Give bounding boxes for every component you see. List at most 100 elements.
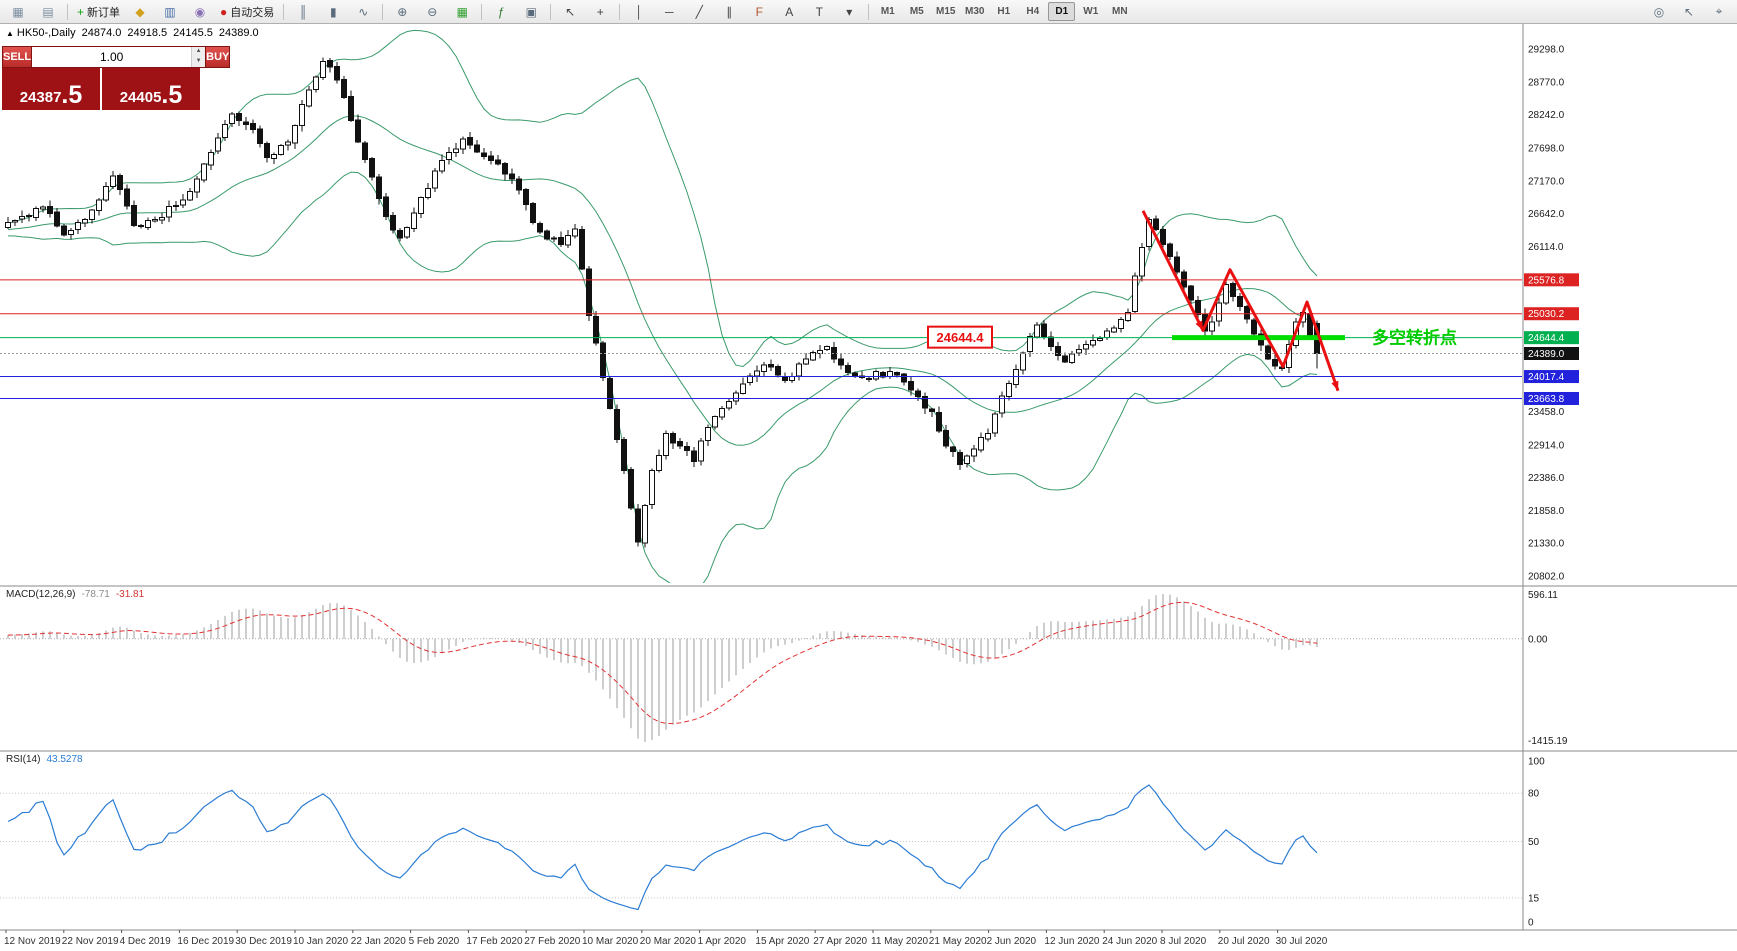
line-chart-icon[interactable]: ∿ (349, 1, 377, 23)
pointer-icon[interactable]: ↖ (1675, 1, 1703, 23)
toolbar-separator (283, 3, 285, 20)
fibonacci-icon[interactable]: F (745, 1, 773, 23)
open-value: 24874.0 (81, 27, 122, 39)
timeframe-h4-button[interactable]: H4 (1026, 6, 1040, 17)
timeframe-m30-button[interactable]: M30 (965, 6, 985, 17)
autotrading-button-label: 自动交易 (230, 6, 275, 19)
price-tag-24644.4: 24644.4 (1524, 331, 1579, 345)
timeframe-d1-button[interactable]: D1 (1048, 2, 1076, 21)
date-axis-label: 27 Feb 2020 (524, 936, 581, 947)
rs-axis-label: 80 (1528, 789, 1540, 800)
price-axis-label: 27170.0 (1528, 176, 1565, 187)
chart-canvas[interactable]: 多空转折点 24644.4 29298.0 28770.0 28242.0 27698.0… (0, 24, 1737, 951)
vertical-line-icon: │ (635, 4, 644, 19)
date-axis-label: 30 Jul 2020 (1276, 936, 1328, 947)
macd-signal-value: -31.81 (115, 589, 145, 600)
candlestick-series (5, 57, 1320, 548)
shapes-dropdown-icon[interactable]: ▾ (835, 1, 863, 23)
price-axis-label: 26642.0 (1528, 209, 1565, 220)
indicators-icon: ƒ (497, 4, 505, 19)
arrowhead-icon (1331, 380, 1339, 391)
price-axis: 29298.0 28770.0 28242.0 27698.0 27170.0 26642… (1524, 45, 1579, 583)
timeframe-m15-button[interactable]: M15 (936, 6, 956, 17)
market-watch-icon[interactable]: ◆ (126, 1, 154, 23)
navigator-icon: ◉ (194, 4, 206, 19)
chart-marker-icon: ▲ (6, 29, 14, 38)
price-callout-box[interactable] (927, 325, 993, 349)
toolbar-separator (382, 3, 384, 20)
price-axis-label: 27698.0 (1528, 144, 1565, 155)
candlestick-chart-icon[interactable]: ▮ (319, 1, 347, 23)
date-axis-label: 10 Mar 2020 (582, 936, 639, 947)
date-axis-label: 12 Jun 2020 (1044, 936, 1099, 947)
bar-chart-icon[interactable]: ║ (289, 1, 317, 23)
bollinger-lower-band (7, 171, 1318, 583)
label-icon[interactable]: T (805, 1, 833, 23)
sell-price-frac: .5 (61, 80, 83, 109)
svg-text:24017.4: 24017.4 (1528, 372, 1565, 383)
turning-point-label: 多空转折点 (1372, 328, 1457, 348)
data-window-icon[interactable]: ▥ (156, 1, 184, 23)
date-axis-label: 12 Nov 2019 (4, 936, 61, 947)
date-axis: 12 Nov 2019 22 Nov 2019 4 Dec 2019 16 Dec 2… (4, 930, 1328, 947)
volume-down-button[interactable]: ▼ (192, 57, 206, 67)
chart-window-icon[interactable]: ▦ (4, 1, 32, 23)
date-axis-label: 10 Jan 2020 (293, 936, 348, 947)
grid-icon[interactable]: ▦ (448, 1, 476, 23)
price-axis-label: 20802.0 (1528, 572, 1565, 583)
date-axis-label: 11 May 2020 (871, 936, 929, 947)
timeframe-mn-button[interactable]: MN (1111, 6, 1128, 17)
trend-zigzag-arrow[interactable] (1141, 210, 1340, 392)
main-price-panel[interactable]: 多空转折点 24644.4 (0, 29, 1522, 590)
buy-price-frac: .5 (161, 80, 183, 109)
timeframe-w1-button[interactable]: W1 (1083, 6, 1099, 17)
bar-chart-icon: ║ (299, 4, 308, 19)
toolbar-separator (67, 3, 68, 20)
objects-icon[interactable]: ▣ (517, 1, 545, 23)
move-icon: ⌖ (1715, 4, 1723, 18)
toolbar: ▦ ▤ + 新订单 ◆ ▥ ◉ ● 自动交易 ║ ▮ ∿ ⊕ ⊖ ▦ ƒ ▣ ↖ + │ ─ ╱ ∥ F A T ▾ M1 M5 M15 M… (0, 0, 1737, 24)
vertical-line-icon[interactable]: │ (625, 1, 653, 23)
cursor-icon[interactable]: ↖ (556, 1, 584, 23)
volume-up-button[interactable]: ▲ (192, 47, 206, 57)
indicators-icon[interactable]: ƒ (487, 1, 515, 23)
svg-text:25576.8: 25576.8 (1528, 275, 1565, 286)
candlestick-chart-icon: ▮ (329, 4, 337, 19)
autotrading-button[interactable]: ● 自动交易 (216, 1, 278, 23)
date-axis-label: 2 Jun 2020 (987, 936, 1037, 947)
navigator-icon[interactable]: ◉ (186, 1, 214, 23)
channel-icon[interactable]: ∥ (715, 1, 743, 23)
volume-box: ▲ ▼ (32, 46, 206, 68)
move-icon[interactable]: ⌖ (1705, 1, 1733, 23)
date-axis-label: 8 Jul 2020 (1160, 936, 1207, 947)
svg-text:24644.4: 24644.4 (1528, 333, 1565, 344)
macd-axis-label: -1415.19 (1528, 736, 1568, 747)
buy-price-main: 24405 (119, 88, 162, 106)
sell-button[interactable]: SELL (2, 46, 33, 68)
high-value: 24918.5 (127, 27, 168, 39)
price-tag-24389.0: 24389.0 (1524, 347, 1579, 361)
timeframe-m5-button[interactable]: M5 (909, 6, 924, 17)
crosshair-icon[interactable]: + (586, 1, 614, 23)
chart-title: ▲ HK50-,Daily 24874.0 24918.5 24145.5 24389.0 (6, 27, 259, 39)
volume-input[interactable] (32, 47, 192, 67)
trendline-icon[interactable]: ╱ (685, 1, 713, 23)
timeframe-m1-button[interactable]: M1 (880, 6, 895, 17)
magnifier-icon[interactable]: ◎ (1645, 1, 1673, 23)
panel-separators (0, 24, 1737, 931)
buy-button[interactable]: BUY (205, 46, 231, 68)
chart-profiles-icon[interactable]: ▤ (34, 1, 62, 23)
date-axis-label: 4 Dec 2019 (120, 936, 172, 947)
sell-price[interactable]: 24387 .5 (2, 68, 100, 110)
svg-text:23663.8: 23663.8 (1528, 394, 1565, 405)
new-order-button-label: 新订单 (87, 6, 121, 19)
label-icon: T (815, 4, 823, 19)
text-icon[interactable]: A (775, 1, 803, 23)
buy-price[interactable]: 24405 .5 (102, 68, 200, 110)
new-order-button[interactable]: + 新订单 (73, 1, 124, 23)
date-axis-label: 24 Jun 2020 (1102, 936, 1157, 947)
zoom-in-icon[interactable]: ⊕ (388, 1, 416, 23)
zoom-out-icon[interactable]: ⊖ (418, 1, 446, 23)
horizontal-line-icon[interactable]: ─ (655, 1, 683, 23)
timeframe-h1-button[interactable]: H1 (997, 6, 1011, 17)
